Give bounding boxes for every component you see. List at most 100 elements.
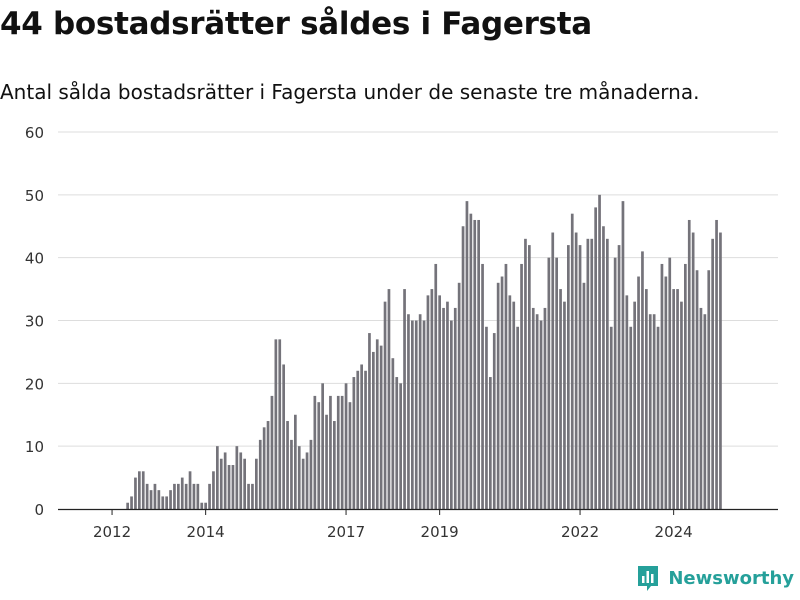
bar <box>216 446 219 509</box>
bar <box>379 345 383 509</box>
bar <box>348 402 352 509</box>
bar <box>321 383 324 509</box>
bar <box>153 483 157 509</box>
bar <box>157 490 161 509</box>
x-tick-label: 2017 <box>327 523 365 541</box>
bar <box>664 276 668 509</box>
bar <box>395 377 399 509</box>
bar <box>500 276 504 509</box>
bar <box>477 219 480 509</box>
bar <box>637 276 640 509</box>
highlight-value-label: 44 <box>746 0 766 4</box>
bar <box>309 439 313 509</box>
bar <box>524 238 527 509</box>
bar <box>239 452 243 509</box>
chart-title: 44 bostadsrätter såldes i Fagersta <box>0 6 592 42</box>
newsworthy-icon <box>638 566 659 591</box>
bar <box>313 395 317 509</box>
bar <box>204 502 207 509</box>
bar <box>680 301 683 509</box>
newsworthy-logo[interactable]: Newsworthy <box>636 564 794 592</box>
bar <box>126 502 129 509</box>
bar <box>141 471 145 509</box>
bar <box>368 333 371 509</box>
bar <box>266 421 270 509</box>
bar <box>399 383 402 509</box>
bar <box>715 219 718 509</box>
bar <box>138 471 141 509</box>
bar <box>613 257 617 509</box>
y-tick-label: 30 <box>25 313 44 331</box>
bar <box>672 289 675 509</box>
bar <box>161 496 165 509</box>
bar <box>418 314 422 509</box>
bar <box>496 282 500 509</box>
bar <box>457 282 461 509</box>
bar <box>294 414 297 509</box>
bar <box>594 207 597 509</box>
bar <box>434 263 438 509</box>
data-labels: 44 <box>746 0 766 4</box>
bar <box>325 414 328 509</box>
bar <box>235 446 239 509</box>
bar <box>344 383 348 509</box>
bar <box>695 270 699 509</box>
bar <box>219 458 223 509</box>
bar <box>590 238 594 509</box>
bar <box>625 295 629 509</box>
bar <box>485 326 488 509</box>
bar <box>719 232 722 509</box>
bar <box>641 251 644 509</box>
x-tick-label: 2019 <box>421 523 459 541</box>
y-axis-tick-labels: 0 10 20 30 40 50 60 <box>25 124 44 519</box>
bar <box>453 307 457 509</box>
bar <box>648 314 652 509</box>
bar <box>438 295 441 509</box>
bar <box>426 295 430 509</box>
bar <box>489 377 492 509</box>
bar <box>539 320 543 509</box>
y-tick-label: 50 <box>25 187 44 205</box>
bar <box>465 201 469 509</box>
bar <box>574 232 578 509</box>
bar <box>461 226 465 509</box>
bar <box>262 427 266 509</box>
bar <box>555 257 558 509</box>
bar <box>196 483 200 509</box>
bar <box>375 339 379 509</box>
bar <box>617 245 621 509</box>
bar <box>301 458 305 509</box>
bar <box>563 301 566 509</box>
bar <box>258 439 262 509</box>
bar <box>691 232 695 509</box>
bar <box>543 307 547 509</box>
bar <box>329 395 332 509</box>
bar <box>547 257 551 509</box>
bar <box>645 289 648 509</box>
bar <box>414 320 418 509</box>
bar <box>177 483 180 509</box>
bar <box>251 483 254 509</box>
bar <box>629 326 633 509</box>
x-tick-label: 2014 <box>187 523 225 541</box>
bar <box>352 377 356 509</box>
bar <box>504 263 508 509</box>
bar <box>173 483 176 509</box>
bar <box>282 364 285 509</box>
bar <box>492 333 496 509</box>
bar <box>364 370 367 509</box>
bar <box>305 452 309 509</box>
bar <box>450 320 453 509</box>
bar <box>551 232 555 509</box>
bar <box>290 439 293 509</box>
bar <box>255 458 258 509</box>
bar <box>512 301 516 509</box>
bar <box>606 238 609 509</box>
bar <box>165 496 168 509</box>
bar <box>703 314 707 509</box>
bar <box>656 326 660 509</box>
bar <box>223 452 227 509</box>
bar <box>180 477 184 509</box>
bar <box>134 477 137 509</box>
